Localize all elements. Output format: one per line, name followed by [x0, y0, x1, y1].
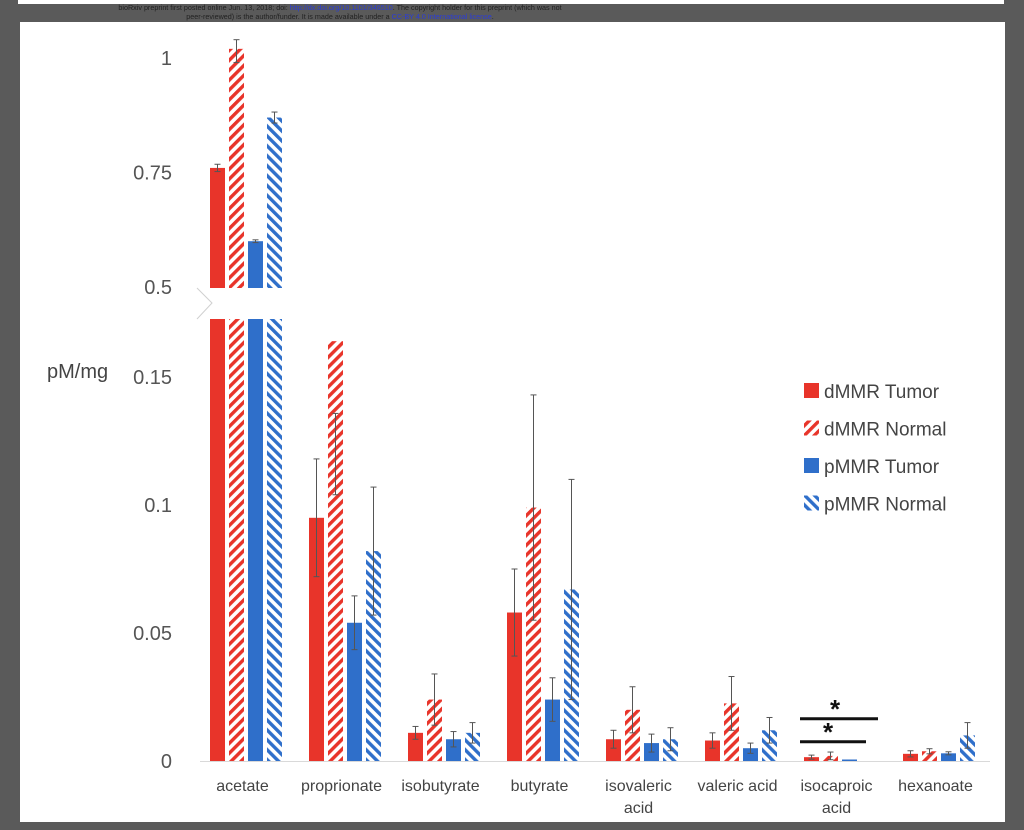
- valeric-acid-dmmr-normal-bar: [724, 703, 739, 761]
- y-tick-label: 0.1: [144, 495, 172, 517]
- y-tick-label: 0.15: [133, 367, 172, 389]
- isobutyrate-dmmr-tumor-bar: [408, 732, 423, 761]
- legend-label-pmmr-normal: pMMR Normal: [824, 495, 946, 516]
- category-label-line: acid: [624, 800, 653, 817]
- proprionate-pmmr-tumor-bar: [347, 622, 362, 761]
- significance-markers: **: [800, 694, 878, 747]
- legend-swatch-pmmr-normal: [804, 495, 819, 511]
- error-bars: [214, 39, 971, 761]
- y-tick-label: 0: [161, 751, 172, 773]
- axis-break-marker: [196, 287, 213, 320]
- category-label-line: isobutyrate: [401, 778, 479, 795]
- category-label-isovaleric-acid: isovaleric acid: [605, 778, 672, 817]
- isovaleric-acid-dmmr-normal-bar: [625, 709, 640, 761]
- y-tick-label: 0.05: [133, 623, 172, 645]
- acetate-pmmr-normal-bar: [267, 117, 282, 762]
- legend-swatch-pmmr-tumor: [804, 458, 819, 473]
- category-label-line: acid: [822, 800, 851, 817]
- category-label-isobutyrate: isobutyrate: [401, 778, 479, 795]
- valeric-acid-pmmr-normal-bar: [762, 730, 777, 761]
- category-label-acetate: acetate: [216, 778, 269, 795]
- butyrate-dmmr-tumor-bar: [507, 612, 522, 761]
- category-label-line: acetate: [216, 778, 269, 795]
- category-label-valeric-acid: valeric acid: [697, 778, 777, 795]
- category-label-line: isovaleric: [605, 778, 672, 795]
- license-link[interactable]: CC-BY 4.0 International license: [391, 11, 492, 21]
- axes: acetate proprionate isobutyrate butyrate iso…: [47, 48, 990, 817]
- significance-star: *: [823, 717, 834, 747]
- proprionate-dmmr-normal-bar: [328, 341, 343, 761]
- axis-break: [195, 287, 995, 320]
- hexanoate-pmmr-tumor-bar: [941, 753, 956, 761]
- isocaproic-acid-pmmr-tumor-bar: [842, 759, 857, 761]
- isobutyrate-pmmr-tumor-bar: [446, 739, 461, 761]
- header-line-1: bioRxiv preprint first posted online Jun…: [118, 3, 562, 12]
- legend-swatch-dmmr-tumor: [804, 383, 819, 398]
- legend-label-dmmr-normal: dMMR Normal: [824, 420, 946, 441]
- bars-layer: [210, 48, 975, 762]
- hexanoate-dmmr-normal-bar: [922, 751, 937, 761]
- doi-link[interactable]: http://dx.doi.org/10.1101/346510: [289, 3, 393, 12]
- category-label-isocaproic-acid: isocaproic acid: [800, 778, 872, 817]
- preprint-header: bioRxiv preprint first posted online Jun…: [60, 3, 620, 21]
- category-label-proprionate: proprionate: [301, 778, 382, 795]
- butyrate-dmmr-normal-bar: [526, 507, 541, 761]
- category-label-butyrate: butyrate: [511, 778, 569, 795]
- y-tick-label: 0.75: [133, 163, 172, 185]
- axis-break-gap: [195, 288, 995, 319]
- isovaleric-acid-dmmr-tumor-bar: [606, 739, 621, 761]
- category-label-line: isocaproic: [800, 778, 872, 795]
- category-label-line: valeric acid: [697, 778, 777, 795]
- category-label-hexanoate: hexanoate: [898, 778, 973, 795]
- isobutyrate-dmmr-normal-bar: [427, 699, 442, 761]
- legend: dMMR Tumor dMMR Normal pMMR Tumor pMMR Norm…: [804, 382, 946, 516]
- proprionate-pmmr-normal-bar: [366, 551, 381, 761]
- category-label-line: butyrate: [511, 778, 569, 795]
- legend-label-dmmr-tumor: dMMR Tumor: [824, 382, 940, 403]
- acetate-dmmr-tumor-bar: [210, 167, 225, 762]
- acetate-dmmr-normal-bar: [229, 48, 244, 761]
- page-frame-top: [18, 0, 1004, 4]
- butyrate-pmmr-tumor-bar: [545, 699, 560, 761]
- valeric-acid-dmmr-tumor-bar: [705, 740, 720, 761]
- y-axis-label: pM/mg: [47, 361, 108, 383]
- category-label-line: hexanoate: [898, 778, 973, 795]
- y-tick-label: 1: [161, 48, 172, 70]
- hexanoate-dmmr-tumor-bar: [903, 753, 918, 761]
- significance-star: *: [830, 694, 841, 724]
- isobutyrate-pmmr-normal-bar: [465, 732, 480, 761]
- y-tick-label: 0.5: [144, 277, 172, 299]
- proprionate-dmmr-tumor-bar: [309, 517, 324, 761]
- legend-swatch-dmmr-normal: [804, 420, 819, 436]
- header-line-2: peer-reviewed) is the author/funder. It …: [186, 11, 494, 21]
- category-label-line: proprionate: [301, 778, 382, 795]
- valeric-acid-pmmr-tumor-bar: [743, 748, 758, 761]
- legend-label-pmmr-tumor: pMMR Tumor: [824, 457, 940, 478]
- acetate-pmmr-tumor-bar: [248, 241, 263, 761]
